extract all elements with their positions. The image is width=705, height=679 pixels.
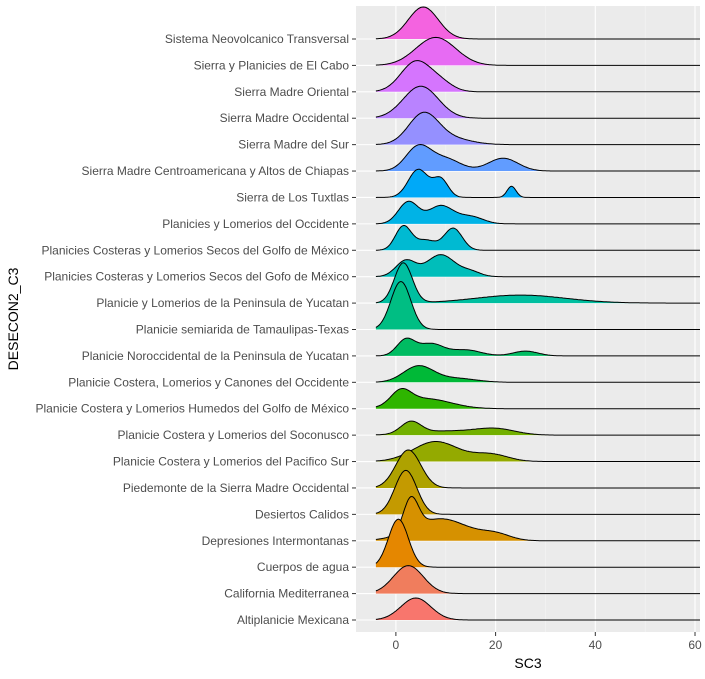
ridge-outline xyxy=(375,518,700,568)
ridge-outline xyxy=(375,280,700,330)
ridge-area xyxy=(375,281,700,330)
ridge-outline xyxy=(375,111,700,146)
y-tick-label: Planicie Costera y Lomerios del Pacifico… xyxy=(113,455,349,469)
ridge-outline xyxy=(375,200,700,225)
y-tick-label: Sierra Madre Occidental xyxy=(220,111,349,125)
ridge-outline xyxy=(375,337,700,357)
ridge-area xyxy=(375,60,700,92)
y-tick-label: California Mediterranea xyxy=(224,587,349,601)
y-tick-label: Sierra de Los Tuxtlas xyxy=(236,190,349,204)
ridge-area xyxy=(375,598,700,620)
x-axis-ticks: 0 20 40 60 xyxy=(393,632,702,652)
y-tick-label: Sierra Madre Centroamericana y Altos de … xyxy=(82,164,349,178)
ridge-outline xyxy=(375,254,700,278)
y-axis-title: DESECON2_C3 xyxy=(5,267,21,370)
ridge-area xyxy=(375,37,700,66)
ridge-outline xyxy=(375,143,700,172)
ridge-outline xyxy=(375,449,700,489)
y-tick-label: Cuerpos de agua xyxy=(257,560,349,574)
y-tick-label: Sierra Madre Oriental xyxy=(234,85,349,99)
y-tick-label: Sistema Neovolcanico Transversal xyxy=(165,32,349,46)
y-tick-label: Sierra Madre del Sur xyxy=(238,138,349,152)
x-tick-label: 40 xyxy=(589,638,603,652)
ridge-outline xyxy=(375,469,700,515)
ridge-outline xyxy=(375,168,700,198)
ridge-area xyxy=(375,519,700,568)
y-tick-label: Depresiones Intermontanas xyxy=(202,534,349,548)
ridge-outline xyxy=(375,60,700,93)
y-tick-label: Planicie Costera y Lomerios Humedos del … xyxy=(36,402,350,416)
ridge-area xyxy=(375,565,700,594)
ridge-outline xyxy=(375,441,700,462)
ridge-outline xyxy=(375,365,700,383)
ridge-area xyxy=(375,338,700,356)
ridge-outline xyxy=(375,597,700,621)
ridge-area xyxy=(375,421,700,436)
y-tick-label: Planicie y Lomerios de la Peninsula de Y… xyxy=(96,296,349,310)
ridge-area xyxy=(375,254,700,277)
y-axis-ticks: Altiplanicie Mexicana California Mediterr… xyxy=(36,32,356,627)
ridge-outline xyxy=(375,85,700,119)
y-tick-label: Sierra y Planicies de El Cabo xyxy=(194,58,350,72)
x-axis-title: SC3 xyxy=(514,655,541,671)
ridge-area xyxy=(375,169,700,198)
ridge-outline xyxy=(375,6,700,40)
ridges xyxy=(375,6,700,621)
y-tick-label: Piedemonte de la Sierra Madre Occidental xyxy=(123,481,349,495)
y-tick-label: Planicie semiarida de Tamaulipas-Texas xyxy=(136,323,349,337)
ridge-outline xyxy=(375,36,700,66)
ridge-outline xyxy=(375,388,700,410)
y-tick-label: Planicie Noroccidental de la Peninsula d… xyxy=(82,349,349,363)
y-tick-label: Planicies Costeras y Lomerios Secos del … xyxy=(44,270,349,284)
ridge-outline xyxy=(375,495,700,542)
y-tick-label: Planicie Costera, Lomerios y Canones del… xyxy=(68,375,349,389)
ridge-area xyxy=(375,441,700,462)
ridge-area xyxy=(375,225,700,251)
ridge-outline xyxy=(375,262,700,304)
ridge-outline xyxy=(375,565,700,595)
ridge-area xyxy=(375,144,700,171)
x-tick-label: 20 xyxy=(489,638,503,652)
y-tick-label: Altiplanicie Mexicana xyxy=(237,613,349,627)
y-tick-label: Planicies y Lomerios del Occidente xyxy=(162,217,349,231)
ridge-outline xyxy=(375,225,700,251)
y-tick-label: Planicie Costera y Lomerios del Soconusc… xyxy=(118,428,350,442)
ridge-outline xyxy=(375,420,700,436)
y-tick-label: Desiertos Calidos xyxy=(255,507,349,521)
x-tick-label: 0 xyxy=(393,638,400,652)
x-tick-label: 60 xyxy=(688,638,702,652)
y-tick-label: Planicies Costeras y Lomerios Secos del … xyxy=(42,243,350,257)
ridge-area xyxy=(375,496,700,541)
ridge-area xyxy=(375,201,700,224)
